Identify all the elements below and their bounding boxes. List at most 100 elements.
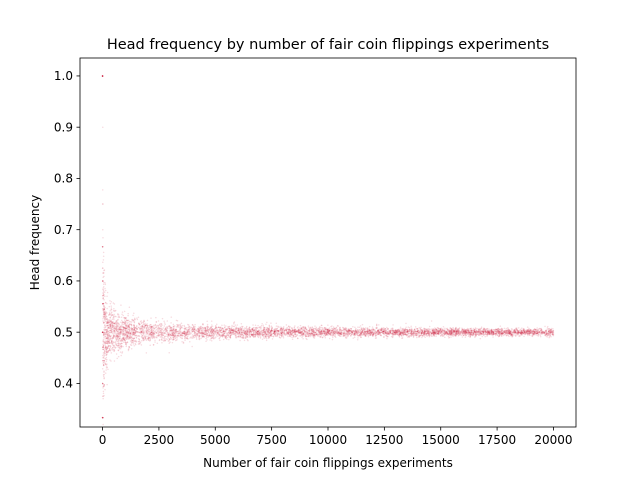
scatter-point: [384, 332, 387, 335]
scatter-point: [305, 335, 307, 337]
scatter-point: [325, 330, 327, 333]
scatter-point: [216, 326, 218, 329]
scatter-point: [117, 329, 119, 331]
scatter-point: [322, 332, 325, 334]
scatter-point: [130, 331, 133, 333]
scatter-point: [113, 324, 115, 327]
scatter-point: [500, 332, 503, 335]
scatter-point: [400, 331, 403, 334]
scatter-point: [110, 341, 113, 343]
scatter-point: [227, 331, 230, 333]
scatter-point: [102, 317, 104, 320]
scatter-point: [256, 332, 258, 334]
scatter-point: [126, 335, 129, 337]
scatter-point: [117, 328, 120, 330]
scatter-point: [112, 329, 115, 331]
scatter-point: [172, 325, 175, 328]
scatter-point: [434, 332, 437, 335]
scatter-point: [387, 332, 389, 335]
scatter-point: [109, 319, 111, 322]
scatter-point: [108, 342, 111, 344]
scatter-point: [450, 329, 452, 331]
scatter-point: [101, 246, 104, 248]
scatter-point: [306, 332, 309, 334]
scatter-point: [298, 334, 300, 337]
scatter-point: [118, 331, 120, 334]
scatter-point: [282, 325, 285, 328]
scatter-point: [354, 330, 357, 332]
scatter-point: [102, 293, 105, 296]
scatter-point: [357, 329, 359, 332]
scatter-point: [106, 366, 109, 369]
scatter-point: [191, 345, 193, 348]
scatter-point: [277, 330, 280, 332]
scatter-point: [264, 330, 267, 332]
scatter-point: [102, 255, 105, 258]
scatter-point: [478, 328, 480, 331]
scatter-point: [469, 327, 472, 330]
scatter-point: [110, 341, 113, 344]
scatter-point: [462, 331, 464, 333]
scatter-point: [349, 332, 351, 335]
scatter-point: [122, 321, 125, 324]
scatter-point: [316, 332, 318, 335]
scatter-point: [486, 333, 488, 336]
scatter-point: [436, 332, 438, 334]
scatter-point: [361, 332, 363, 334]
scatter-point: [340, 333, 342, 336]
scatter-point: [380, 328, 382, 330]
scatter-point: [424, 330, 426, 332]
scatter-point: [103, 321, 106, 324]
scatter-point: [291, 334, 293, 336]
scatter-point: [402, 333, 405, 336]
scatter-point: [264, 334, 267, 336]
scatter-point: [105, 340, 108, 342]
scatter-point: [175, 331, 177, 334]
scatter-point: [514, 334, 516, 336]
scatter-point: [500, 332, 503, 334]
scatter-point: [504, 333, 506, 336]
scatter-point: [109, 338, 111, 340]
scatter-point: [392, 333, 395, 335]
scatter-point: [128, 336, 131, 338]
scatter-point: [308, 329, 311, 332]
scatter-point: [494, 328, 497, 331]
scatter-point: [282, 330, 285, 333]
scatter-point: [125, 342, 127, 344]
scatter-point: [103, 351, 106, 354]
scatter-point: [110, 331, 112, 334]
scatter-point: [200, 327, 202, 329]
scatter-point: [330, 331, 333, 334]
scatter-point: [106, 340, 108, 343]
scatter-point: [105, 350, 108, 353]
scatter-point: [547, 332, 549, 335]
scatter-point: [223, 332, 226, 334]
scatter-point: [434, 332, 437, 335]
scatter-point: [105, 318, 108, 320]
scatter-point: [166, 338, 168, 341]
scatter-point: [223, 330, 225, 333]
scatter-point: [313, 334, 316, 336]
scatter-point: [256, 327, 258, 329]
scatter-point: [102, 322, 105, 324]
scatter-point: [177, 326, 179, 328]
scatter-point: [103, 291, 106, 293]
scatter-point: [446, 333, 448, 335]
scatter-point: [174, 334, 177, 336]
scatter-point: [323, 330, 326, 332]
scatter-point: [149, 323, 152, 326]
scatter-point: [206, 320, 208, 323]
scatter-point: [107, 321, 110, 323]
scatter-point: [172, 331, 174, 333]
scatter-point: [121, 319, 123, 322]
scatter-point: [505, 330, 507, 332]
scatter-point: [133, 329, 135, 331]
scatter-point: [513, 332, 515, 334]
scatter-point: [211, 336, 214, 338]
scatter-point: [513, 329, 516, 331]
scatter-point: [518, 335, 520, 338]
scatter-point: [104, 343, 106, 345]
scatter-point: [403, 329, 406, 332]
scatter-point: [102, 363, 105, 366]
scatter-point: [293, 327, 296, 329]
